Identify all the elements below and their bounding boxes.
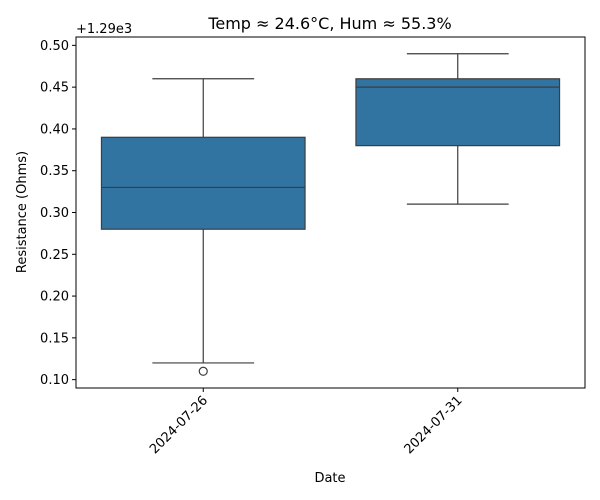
x-tick-label: 2024-07-31 <box>402 393 466 457</box>
y-tick-label: 0.30 <box>40 206 69 221</box>
y-tick-label: 0.45 <box>40 81 69 96</box>
outlier-point <box>198 366 208 376</box>
y-offset-text: +1.29e3 <box>76 22 132 37</box>
y-tick-label: 0.40 <box>40 122 69 137</box>
y-tick-label: 0.10 <box>40 373 69 388</box>
y-tick-label: 0.25 <box>40 248 69 263</box>
chart-title: Temp ≈ 24.6°C, Hum ≈ 55.3% <box>207 14 451 33</box>
y-tick-label: 0.50 <box>40 39 69 54</box>
y-tick-label: 0.20 <box>40 290 69 305</box>
y-tick-label: 0.15 <box>40 331 69 346</box>
x-axis-label: Date <box>314 471 345 486</box>
x-tick-label: 2024-07-26 <box>147 393 211 457</box>
box-body <box>100 136 306 230</box>
y-axis-label: Resistance (Ohms) <box>15 151 30 273</box>
box-2024-07-26 <box>100 78 306 376</box>
box-body <box>355 78 561 147</box>
y-axis: 0.10 0.15 0.20 0.25 0.30 0.35 0.40 0.45 0.50 <box>40 39 76 388</box>
y-tick-label: 0.35 <box>40 164 69 179</box>
box-2024-07-31 <box>355 53 561 205</box>
x-axis: 2024-07-26 2024-07-31 <box>147 388 466 457</box>
plot-area <box>100 53 561 376</box>
